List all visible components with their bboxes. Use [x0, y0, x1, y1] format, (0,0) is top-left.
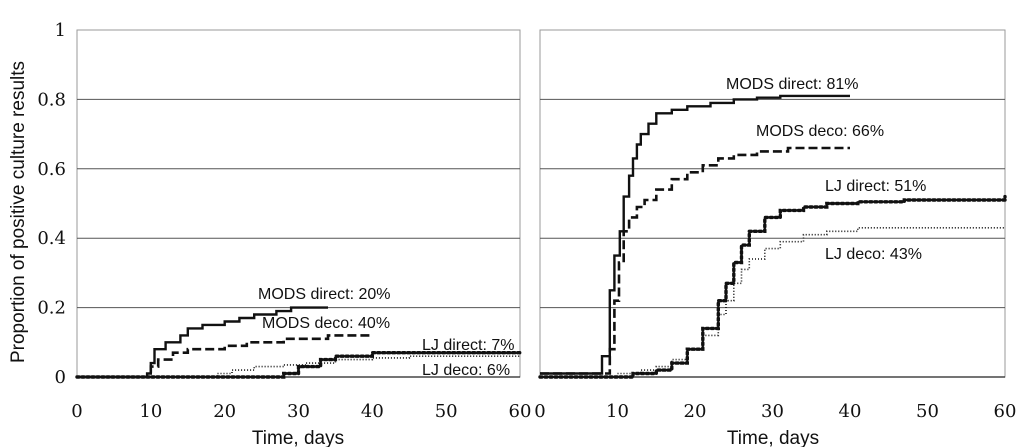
right-anno-mods-deco: MODS deco: 66%	[756, 123, 884, 140]
right-x-tick-label: 20	[684, 401, 707, 422]
left-anno-lj-deco: LJ deco: 6%	[422, 362, 510, 379]
left-y-tick-label: 0.6	[37, 159, 66, 180]
y-axis-title: Proportion of positive culture results	[8, 61, 29, 363]
left-x-tick-label: 30	[287, 401, 310, 422]
right-x-axis-title: Time, days	[727, 428, 819, 447]
right-series-mods-deco	[540, 146, 850, 375]
right-x-tick-label: 10	[606, 401, 629, 422]
right-x-tick-label: 40	[839, 401, 862, 422]
right-x-tick-label: 0	[534, 401, 545, 422]
right-series-lj-direct	[538, 194, 1007, 379]
left-x-tick-label: 50	[435, 401, 458, 422]
left-anno-lj-direct: LJ direct: 7%	[422, 337, 514, 354]
left-y-tick-label: 0	[55, 367, 66, 388]
right-x-tick-label: 50	[916, 401, 939, 422]
left-panel: 00.20.40.60.810 10 20 30 40 50 60	[37, 20, 531, 422]
left-y-tick-label: 1	[55, 20, 66, 41]
left-x-tick-label: 10	[139, 401, 162, 422]
left-anno-mods-deco: MODS deco: 40%	[262, 315, 390, 332]
left-x-axis-title: Time, days	[252, 428, 344, 447]
right-x-tick-label: 60	[994, 401, 1016, 422]
left-anno-mods-direct: MODS direct: 20%	[258, 286, 390, 303]
left-y-tick-label: 0.4	[37, 228, 66, 249]
right-series-lj-deco	[540, 227, 1005, 378]
right-series-mods-direct	[540, 94, 850, 375]
right-x-tick-label: 30	[761, 401, 784, 422]
right-anno-lj-deco: LJ deco: 43%	[825, 246, 922, 263]
right-anno-lj-direct: LJ direct: 51%	[825, 178, 926, 195]
left-y-tick-label: 0.8	[37, 89, 66, 110]
left-series-lj-deco	[77, 355, 520, 378]
left-x-tick-label: 60	[509, 401, 532, 422]
left-y-tick-label: 0.2	[37, 298, 66, 319]
left-x-tick-label: 0	[71, 401, 82, 422]
left-x-tick-label: 40	[361, 401, 384, 422]
right-panel: 0 10 20 30 40 50 60	[534, 29, 1016, 422]
right-anno-mods-direct: MODS direct: 81%	[726, 76, 858, 93]
left-series-mods-deco	[77, 334, 373, 379]
left-x-tick-label: 20	[213, 401, 236, 422]
left-series-lj-direct	[75, 351, 522, 379]
